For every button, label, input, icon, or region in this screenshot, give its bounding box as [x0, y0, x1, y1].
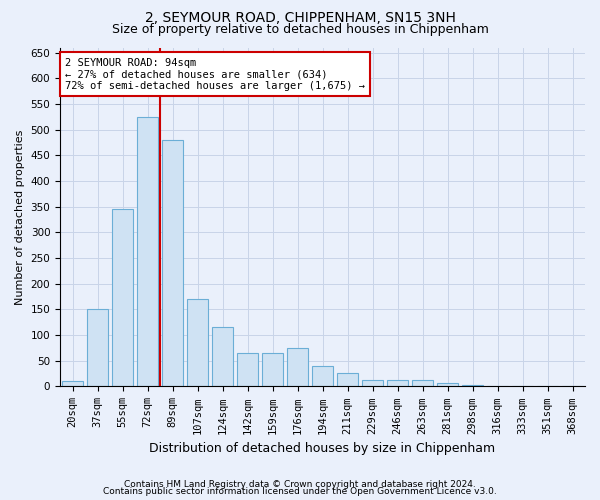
Y-axis label: Number of detached properties: Number of detached properties [15, 130, 25, 304]
Bar [287, 348, 308, 387]
Bar [212, 328, 233, 386]
Bar [87, 310, 108, 386]
Bar [412, 380, 433, 386]
Bar [337, 372, 358, 386]
Bar [387, 380, 408, 386]
X-axis label: Distribution of detached houses by size in Chippenham: Distribution of detached houses by size … [149, 442, 496, 455]
Text: Contains HM Land Registry data © Crown copyright and database right 2024.: Contains HM Land Registry data © Crown c… [124, 480, 476, 489]
Bar [362, 380, 383, 386]
Bar [237, 353, 258, 386]
Bar [62, 382, 83, 386]
Bar [112, 210, 133, 386]
Bar [162, 140, 183, 386]
Bar [187, 299, 208, 386]
Text: Size of property relative to detached houses in Chippenham: Size of property relative to detached ho… [112, 22, 488, 36]
Bar [137, 117, 158, 386]
Text: Contains public sector information licensed under the Open Government Licence v3: Contains public sector information licen… [103, 488, 497, 496]
Bar [262, 353, 283, 386]
Text: 2, SEYMOUR ROAD, CHIPPENHAM, SN15 3NH: 2, SEYMOUR ROAD, CHIPPENHAM, SN15 3NH [145, 11, 455, 25]
Bar [437, 383, 458, 386]
Text: 2 SEYMOUR ROAD: 94sqm
← 27% of detached houses are smaller (634)
72% of semi-det: 2 SEYMOUR ROAD: 94sqm ← 27% of detached … [65, 58, 365, 91]
Bar [312, 366, 333, 386]
